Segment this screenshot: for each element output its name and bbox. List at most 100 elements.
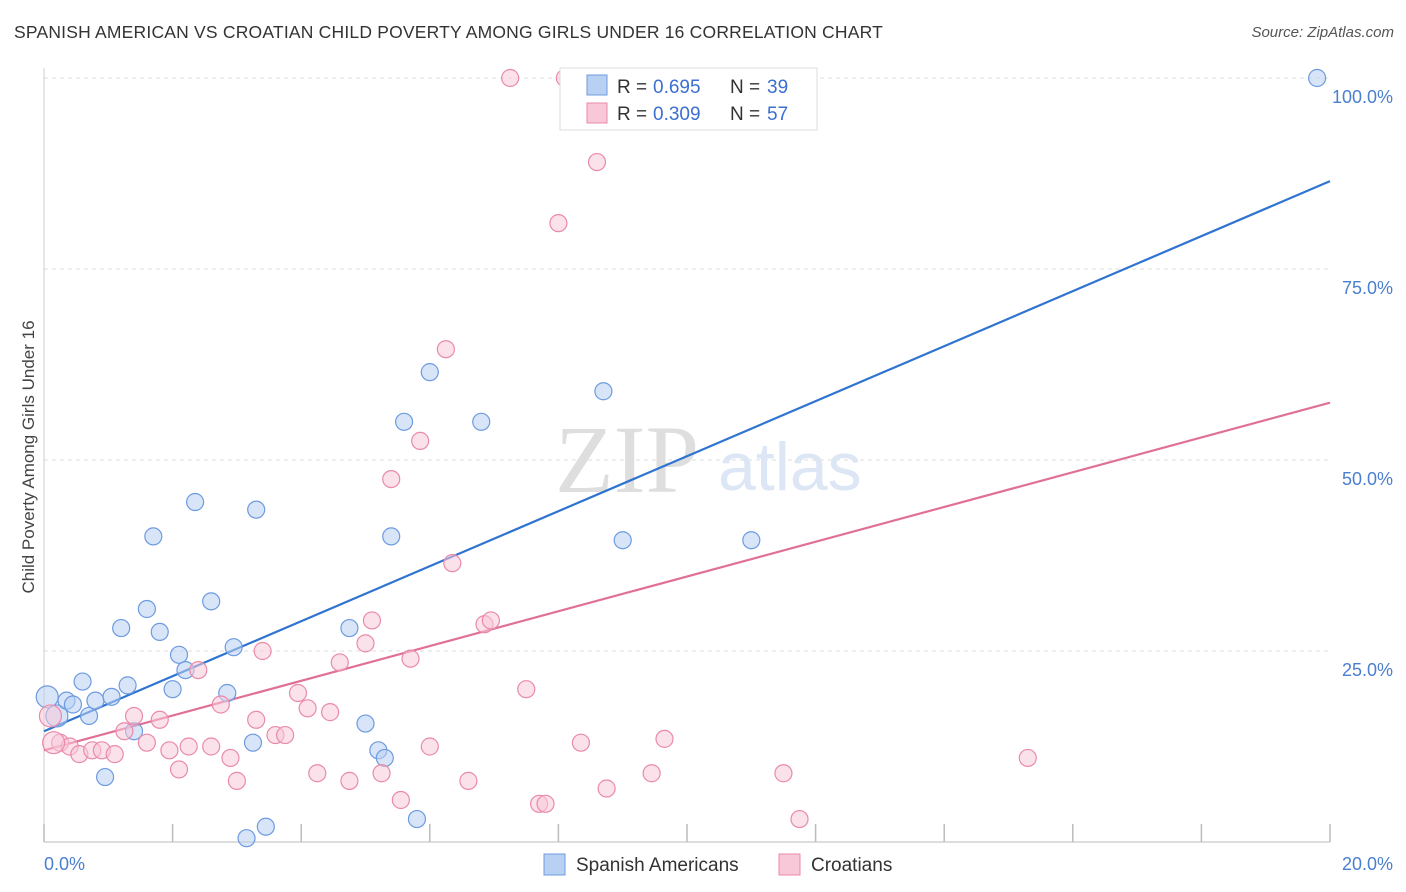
point-croatian-43 bbox=[517, 680, 536, 699]
point-spanish-29 bbox=[375, 748, 394, 768]
legend-n-label-1: N = bbox=[730, 104, 760, 125]
legend-r-label-1: R = bbox=[617, 104, 647, 125]
point-spanish-24 bbox=[247, 500, 266, 519]
point-croatian-0 bbox=[38, 704, 63, 728]
x-tick-labels: 0.0% 20.0% bbox=[44, 854, 1393, 874]
series-legend-swatch-croatian bbox=[778, 853, 801, 876]
point-croatian-28 bbox=[340, 771, 359, 790]
series-legend: Spanish Americans Croatians bbox=[543, 853, 892, 876]
legend-swatch-croatian bbox=[586, 102, 608, 124]
point-croatian-46 bbox=[549, 214, 568, 233]
trend-line-spanish bbox=[43, 180, 1331, 733]
point-croatian-32 bbox=[382, 470, 401, 489]
point-spanish-23 bbox=[243, 733, 263, 752]
y-tick-label-0: 25.0% bbox=[1342, 660, 1393, 680]
point-croatian-6 bbox=[105, 745, 124, 764]
y-tick-label-3: 100.0% bbox=[1332, 87, 1393, 107]
point-croatian-25 bbox=[308, 764, 327, 783]
point-spanish-30 bbox=[382, 527, 401, 546]
point-croatian-7 bbox=[115, 722, 134, 741]
point-spanish-21 bbox=[224, 638, 243, 657]
point-spanish-4 bbox=[73, 672, 92, 691]
point-croatian-11 bbox=[160, 741, 179, 760]
point-spanish-7 bbox=[95, 767, 115, 787]
point-croatian-51 bbox=[642, 764, 661, 783]
point-spanish-33 bbox=[420, 363, 439, 382]
point-croatian-29 bbox=[356, 634, 375, 653]
point-croatian-54 bbox=[790, 809, 809, 829]
grid-lines bbox=[44, 77, 1330, 652]
point-spanish-18 bbox=[186, 492, 205, 512]
point-croatian-35 bbox=[411, 431, 430, 450]
watermark-zip: ZIP bbox=[555, 406, 699, 513]
point-croatian-8 bbox=[124, 706, 144, 726]
point-croatian-53 bbox=[774, 764, 793, 783]
point-spanish-10 bbox=[118, 676, 137, 695]
point-croatian-12 bbox=[169, 760, 189, 779]
point-croatian-16 bbox=[211, 695, 230, 714]
point-croatian-26 bbox=[321, 703, 340, 722]
point-spanish-25 bbox=[256, 817, 275, 836]
point-croatian-15 bbox=[202, 737, 221, 756]
point-croatian-42 bbox=[501, 68, 520, 88]
source-label: Source: ZipAtlas.com bbox=[1251, 24, 1394, 41]
chart-title: SPANISH AMERICAN VS CROATIAN CHILD POVER… bbox=[14, 22, 884, 42]
legend-n-value-1: 57 bbox=[767, 104, 788, 125]
point-spanish-22 bbox=[237, 829, 256, 848]
point-spanish-38 bbox=[1308, 68, 1327, 88]
point-croatian-27 bbox=[330, 653, 349, 672]
point-spanish-31 bbox=[394, 412, 414, 431]
point-croatian-48 bbox=[571, 733, 591, 752]
point-spanish-13 bbox=[144, 527, 163, 546]
point-croatian-52 bbox=[655, 729, 674, 748]
legend-n-label-0: N = bbox=[730, 77, 760, 98]
point-spanish-3 bbox=[63, 695, 83, 714]
x-tick-label-1: 20.0% bbox=[1342, 854, 1393, 874]
y-tick-labels: 25.0% 50.0% 75.0% 100.0% bbox=[1332, 87, 1393, 680]
legend-swatch-spanish bbox=[586, 74, 608, 96]
y-tick-label-2: 75.0% bbox=[1342, 278, 1393, 298]
point-spanish-14 bbox=[150, 622, 169, 642]
point-spanish-27 bbox=[356, 714, 375, 733]
point-spanish-12 bbox=[137, 599, 156, 619]
point-spanish-8 bbox=[102, 687, 121, 706]
point-spanish-34 bbox=[472, 412, 491, 431]
point-croatian-41 bbox=[481, 611, 500, 630]
point-croatian-17 bbox=[221, 748, 240, 768]
point-croatian-36 bbox=[420, 737, 439, 756]
point-croatian-10 bbox=[150, 710, 169, 729]
y-tick-label-1: 50.0% bbox=[1342, 469, 1393, 489]
point-croatian-23 bbox=[288, 683, 308, 703]
point-spanish-15 bbox=[163, 680, 182, 699]
point-spanish-5 bbox=[79, 706, 99, 726]
point-spanish-16 bbox=[169, 645, 189, 664]
point-spanish-19 bbox=[202, 592, 221, 611]
point-croatian-9 bbox=[137, 733, 156, 752]
data-points bbox=[35, 68, 1327, 848]
point-croatian-38 bbox=[443, 554, 462, 573]
point-spanish-35 bbox=[594, 382, 613, 401]
point-croatian-56 bbox=[42, 731, 66, 755]
series-legend-swatch-spanish bbox=[543, 853, 566, 876]
series-legend-label-croatian: Croatians bbox=[811, 855, 892, 876]
point-spanish-32 bbox=[407, 809, 427, 829]
legend-r-value-1: 0.309 bbox=[653, 104, 701, 125]
x-tick-label-0: 0.0% bbox=[44, 854, 85, 874]
point-croatian-19 bbox=[247, 710, 266, 729]
point-croatian-13 bbox=[179, 737, 198, 756]
point-croatian-34 bbox=[401, 649, 420, 668]
point-croatian-50 bbox=[597, 779, 616, 798]
point-croatian-24 bbox=[298, 699, 317, 718]
stats-legend: R = 0.695 N = 39 R = 0.309 N = 57 bbox=[559, 67, 818, 131]
watermark-atlas: atlas bbox=[718, 429, 862, 505]
point-croatian-14 bbox=[189, 660, 208, 680]
point-croatian-49 bbox=[587, 152, 607, 172]
point-spanish-9 bbox=[112, 618, 131, 638]
point-croatian-22 bbox=[276, 725, 295, 745]
point-spanish-6 bbox=[86, 691, 105, 710]
trend-lines bbox=[43, 180, 1331, 752]
legend-r-value-0: 0.695 bbox=[653, 77, 701, 98]
legend-r-label-0: R = bbox=[617, 77, 647, 98]
point-croatian-20 bbox=[253, 641, 272, 661]
